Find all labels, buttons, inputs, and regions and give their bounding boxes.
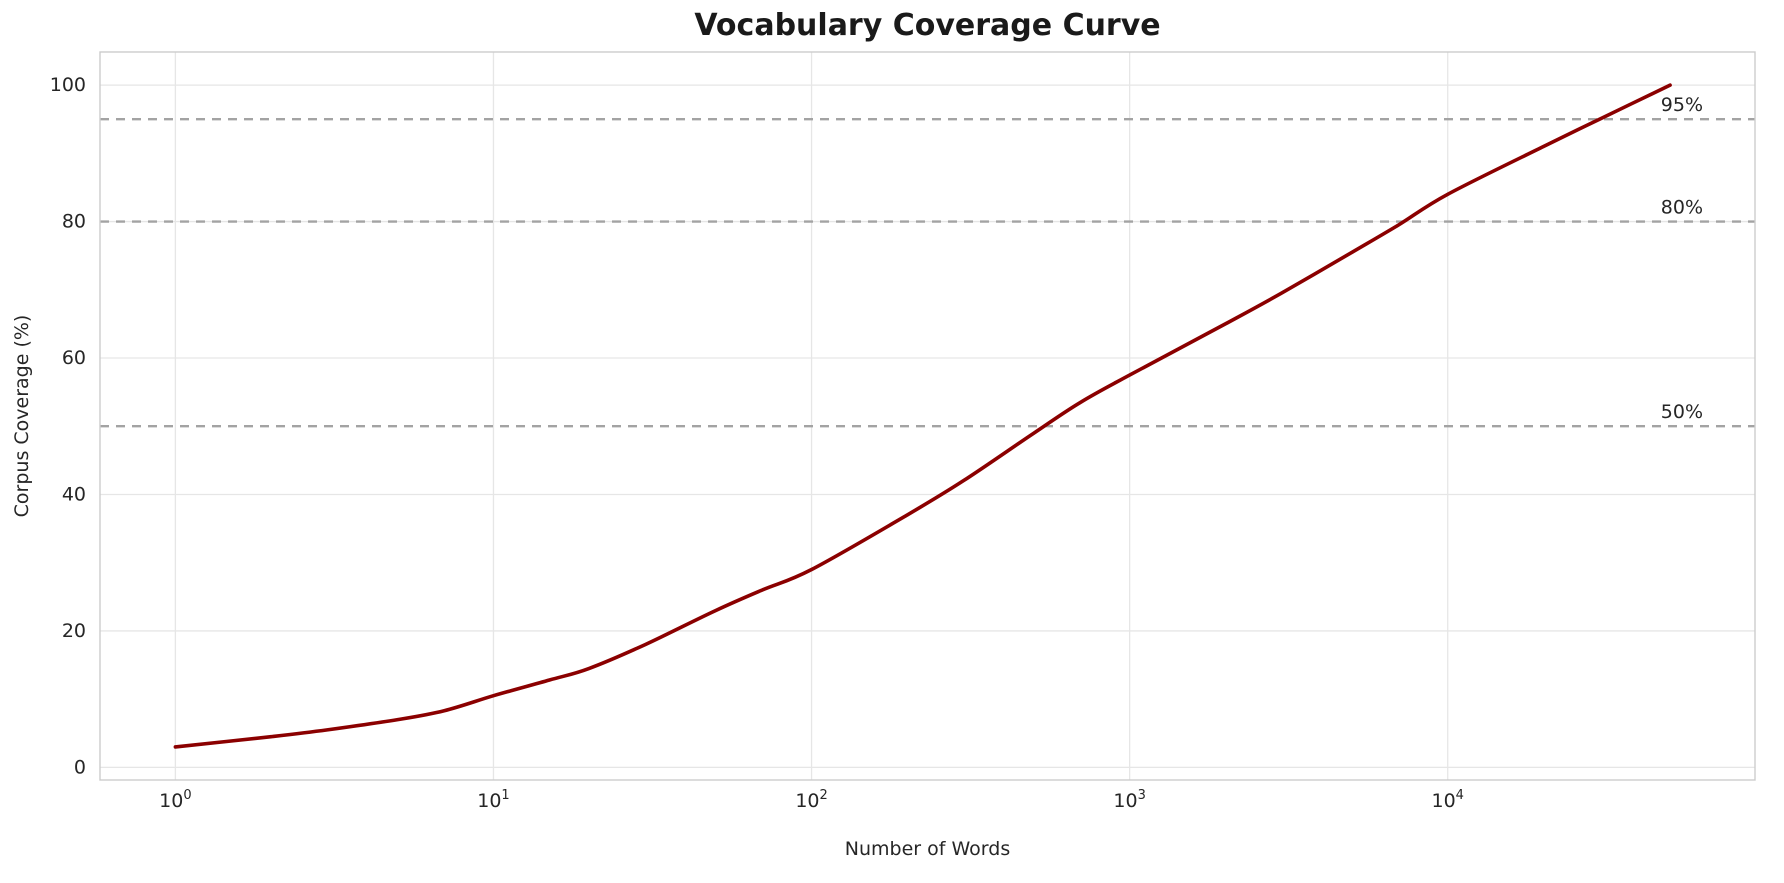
threshold-label-95: 95%: [1661, 94, 1703, 116]
x-axis-label: Number of Words: [844, 838, 1011, 860]
x-tick-label: 100: [159, 788, 191, 812]
plot-border: [99, 51, 1756, 781]
y-tick-label: 100: [50, 74, 86, 96]
y-tick-label: 0: [74, 756, 86, 778]
y-axis-label: Corpus Coverage (%): [11, 314, 33, 518]
y-tick-label: 60: [62, 347, 86, 369]
threshold-label-50: 50%: [1661, 401, 1703, 423]
x-tick-label: 101: [477, 788, 509, 812]
y-tick-label: 40: [62, 483, 86, 505]
y-tick-label: 80: [62, 211, 86, 233]
x-tick-label: 102: [795, 788, 827, 812]
x-tick-label: 104: [1431, 788, 1463, 812]
coverage-curve: [173, 83, 1672, 749]
chart-title: Vocabulary Coverage Curve: [694, 8, 1161, 43]
y-tick-label: 20: [62, 620, 86, 642]
threshold-label-80: 80%: [1661, 197, 1703, 219]
x-tick-label: 103: [1113, 788, 1145, 812]
